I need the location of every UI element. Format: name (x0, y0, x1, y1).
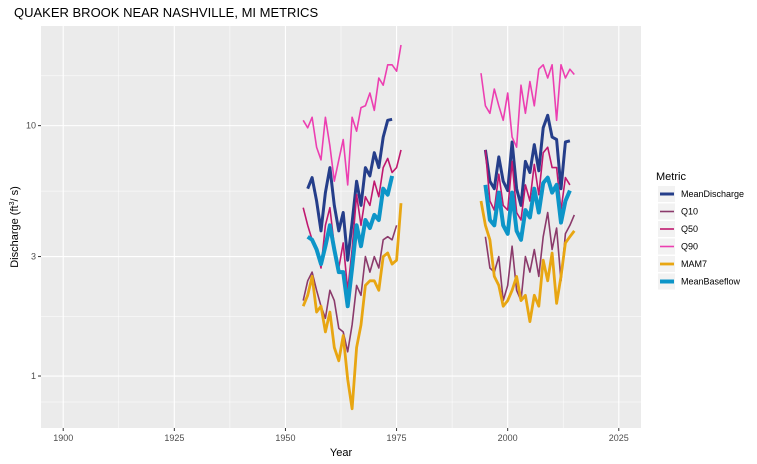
y-tick-label: 1 (31, 371, 36, 381)
x-tick-label: 1950 (275, 433, 295, 443)
series-line-q10 (484, 211, 576, 302)
legend-items: MeanDischarge Q10 Q50 Q90 MAM7 MeanBaseflow (658, 186, 744, 290)
chart-title: QUAKER BROOK NEAR NASHVILLE, MI METRICS (14, 5, 318, 20)
y-axis-title-prefix: Discharge (ft (9, 205, 21, 267)
y-tick-labels: 1 3 10 (26, 121, 36, 381)
y-tick-label: 10 (26, 121, 36, 131)
y-axis-title-suffix: / s) (9, 186, 21, 201)
series-line-mam7 (479, 200, 576, 324)
y-axis-title: Discharge (ft3/ s) (9, 186, 21, 268)
series-line-meanbaseflow (306, 175, 395, 309)
series-line-meandischarge (306, 117, 393, 262)
legend-key-meanbaseflow (658, 273, 675, 290)
x-tick-label: 1900 (53, 433, 73, 443)
legend-label-q10: Q10 (681, 207, 698, 217)
legend-title: Metric (656, 171, 686, 183)
legend-key-q10 (658, 203, 675, 220)
legend-label-meandischarge: MeanDischarge (681, 189, 744, 199)
series-line-mam7 (301, 203, 403, 411)
series-line-meandischarge (483, 113, 571, 207)
series-lines (301, 44, 576, 411)
y-tick-label: 3 (31, 252, 36, 262)
series-line-q50 (484, 146, 571, 221)
legend-key-q50 (658, 221, 675, 237)
series-line-q10 (302, 225, 398, 353)
legend: Metric MeanDischarge Q10 Q50 Q90 MAM7 MeanBas… (656, 171, 744, 290)
legend-key-mam7 (658, 256, 675, 272)
x-tick-label: 1925 (164, 433, 184, 443)
y-axis-title-superscript: 3 (9, 201, 16, 205)
legend-label-mam7: MAM7 (681, 259, 707, 269)
x-tick-label: 1975 (387, 433, 407, 443)
axis-ticks (38, 125, 620, 431)
x-axis-title: Year (330, 447, 353, 459)
legend-label-q90: Q90 (681, 242, 698, 252)
series-line-q90 (480, 64, 575, 148)
legend-key-meandischarge (658, 186, 675, 202)
series-line-q90 (302, 44, 402, 186)
x-tick-labels: 1900 1925 1950 1975 2000 2025 (53, 433, 629, 443)
series-line-meanbaseflow (483, 175, 572, 242)
x-tick-label: 2025 (609, 433, 629, 443)
legend-label-meanbaseflow: MeanBaseflow (681, 277, 741, 287)
legend-label-q50: Q50 (681, 224, 698, 234)
legend-key-q90 (658, 238, 675, 255)
x-tick-label: 2000 (498, 433, 518, 443)
